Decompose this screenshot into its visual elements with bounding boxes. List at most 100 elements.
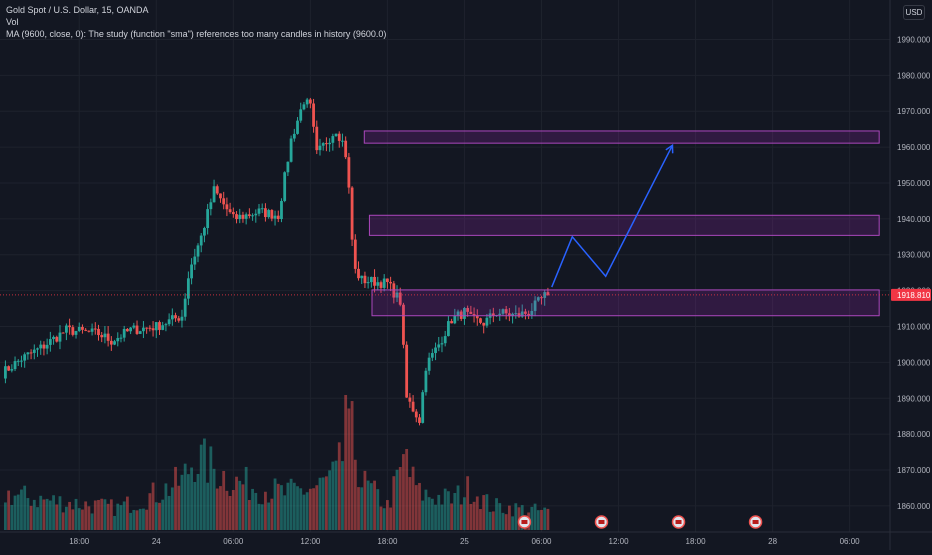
candle-body [325,143,328,145]
candle-body [71,327,75,335]
candle-body [379,282,383,288]
volume-bar [174,466,177,530]
candle-body [32,349,36,353]
candle-body [26,352,30,355]
candle-body [267,210,271,218]
volume-bar [398,466,402,530]
candle-body [408,397,412,402]
volume-bar [469,503,473,530]
volume-bar [177,485,181,530]
volume-bar [65,506,68,530]
x-tick-label: 18:00 [69,537,90,546]
candle-body [4,366,7,379]
candle-body [411,401,415,412]
supply-demand-zone[interactable] [363,130,880,144]
x-tick-label: 12:00 [609,537,630,546]
candle-body [190,264,193,279]
economic-event-flag-icon[interactable] [748,515,763,529]
candle-body [341,140,344,142]
candle-body [93,328,97,330]
volume-bar [341,461,344,530]
candle-body [55,336,59,342]
volume-bar [514,503,518,530]
volume-bar [55,504,59,530]
volume-bar [7,490,11,530]
candle-body [543,292,547,298]
candle-body [186,278,190,299]
candle-body [87,330,91,332]
volume-label[interactable]: Vol [6,17,19,27]
candle-body [331,136,335,143]
volume-bar [219,486,222,530]
volume-bar [228,495,232,530]
candle-body [209,202,213,210]
volume-bar [366,480,370,530]
candle-body [437,344,441,348]
x-tick-label: 18:00 [686,537,707,546]
projection-path[interactable] [551,144,674,288]
volume-bar [225,490,229,530]
volume-bar [135,510,139,530]
supply-demand-zone[interactable] [368,214,880,236]
study-error-message[interactable]: MA (9600, close, 0): The study (function… [6,29,387,39]
x-tick-label: 06:00 [840,537,861,546]
candle-body [392,283,396,298]
candle-body [23,354,27,361]
candle-body [215,186,219,194]
volume-bar [501,512,505,530]
y-tick-label: 1890.000 [897,394,931,403]
volume-bar [475,496,479,530]
volume-bar [302,494,306,530]
candle-body [299,109,303,121]
candle-body [328,142,332,145]
candle-body [302,104,306,110]
y-tick-label: 1880.000 [897,430,931,439]
candle-body [308,99,312,104]
volume-bar [321,477,325,530]
candle-body [504,309,508,314]
volume-bar [48,500,52,530]
candle-body [135,325,139,334]
candle-body [427,357,431,371]
y-tick-label: 1910.000 [897,322,931,331]
volume-bar [389,507,393,530]
candle-body [353,239,357,269]
economic-event-flag-icon[interactable] [671,515,686,529]
volume-bar [402,454,405,530]
candle-body [376,282,380,286]
candle-body [203,228,206,236]
volume-bar [530,506,534,530]
volume-bar [270,498,274,530]
candle-body [450,321,453,324]
supply-demand-zone[interactable] [371,289,880,317]
economic-event-flag-icon[interactable] [594,515,609,529]
volume-bar [122,501,126,530]
volume-bar [13,495,17,530]
candle-body [530,310,534,316]
candle-body [321,143,325,146]
volume-bar [331,461,335,530]
candle-body [283,172,287,201]
economic-event-flag-icon[interactable] [517,515,532,529]
volume-bar [132,509,136,530]
candle-body [238,214,242,220]
volume-bar [238,480,242,530]
volume-bar [379,506,383,530]
y-tick-label: 1930.000 [897,251,931,260]
volume-bar [247,499,251,530]
volume-bar [286,482,290,530]
chart-legend: Gold Spot / U.S. Dollar, 15, OANDA Vol M… [6,4,386,40]
volume-bar [145,509,149,530]
symbol-title[interactable]: Gold Spot / U.S. Dollar, 15, OANDA [6,5,149,15]
volume-bar [58,496,62,530]
candle-body [145,327,149,329]
volume-bar [180,474,184,530]
volume-bar [482,495,486,530]
volume-bar [125,496,129,530]
candle-body [482,322,486,326]
x-tick-label: 06:00 [223,537,244,546]
volume-bar [20,489,23,530]
currency-button[interactable]: USD [903,5,925,20]
